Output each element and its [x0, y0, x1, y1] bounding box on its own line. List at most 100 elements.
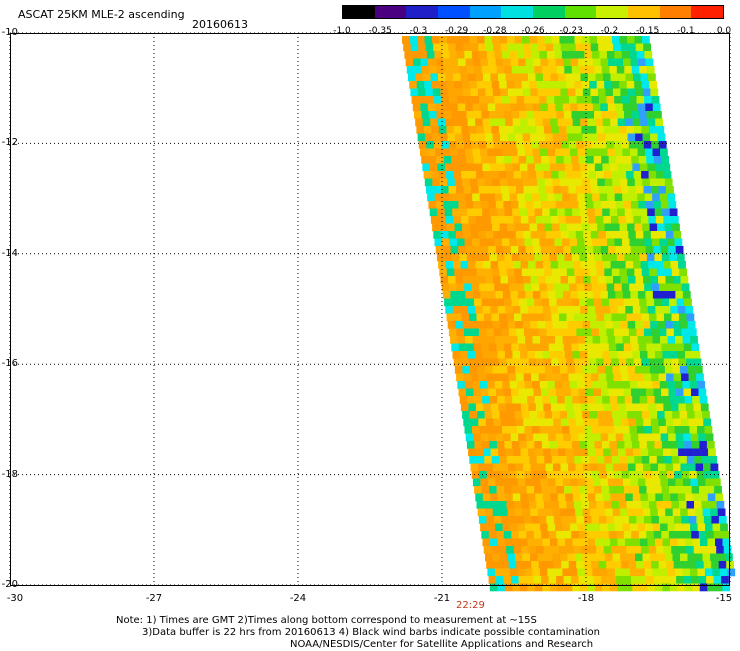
- swath-cell: [587, 493, 596, 502]
- swath-cell: [572, 583, 581, 592]
- swath-cell: [468, 448, 476, 457]
- swath-cell: [651, 561, 659, 569]
- swath-cell: [574, 313, 582, 322]
- swath-cell: [551, 501, 560, 509]
- swath-cell: [531, 471, 540, 479]
- swath-cell: [452, 306, 461, 314]
- swath-cell: [481, 253, 490, 262]
- swath-cell: [686, 501, 695, 509]
- swath-cell: [604, 456, 613, 464]
- swath-cell: [490, 73, 499, 82]
- swath-cell: [503, 246, 511, 254]
- swath-cell: [653, 531, 662, 539]
- swath-cell: [534, 486, 542, 494]
- swath-cell: [623, 58, 631, 67]
- swath-cell: [591, 186, 599, 194]
- swath-cell: [586, 156, 594, 164]
- swath-cell: [569, 426, 578, 434]
- swath-cell: [548, 531, 557, 539]
- swath-cell: [522, 321, 531, 329]
- colorbar-segment: [501, 6, 534, 18]
- swath-cell: [526, 66, 535, 74]
- swath-cell: [604, 178, 613, 187]
- swath-cell: [597, 411, 605, 419]
- swath-cell: [568, 373, 577, 382]
- swath-cell: [608, 58, 616, 67]
- swath-cell: [498, 448, 506, 457]
- swath-cell: [632, 493, 641, 502]
- swath-cell: [444, 298, 452, 307]
- swath-cell: [548, 388, 557, 397]
- swath-cell: [502, 148, 511, 157]
- swath-cell: [529, 223, 538, 232]
- swath-cell: [618, 261, 626, 269]
- swath-cell: [649, 81, 657, 89]
- swath-cell: [521, 171, 529, 179]
- swath-cell: [631, 298, 640, 307]
- swath-cell: [404, 51, 413, 59]
- swath-cell: [533, 201, 542, 209]
- swath-cell: [702, 411, 710, 419]
- swath-cell: [510, 291, 519, 299]
- swath-cell: [557, 351, 566, 359]
- swath-cell: [408, 73, 416, 82]
- swath-cell: [549, 208, 558, 217]
- swath-cell: [678, 546, 687, 554]
- swath-cell: [671, 268, 680, 277]
- swath-cell: [629, 96, 637, 104]
- swath-cell: [579, 253, 588, 262]
- swath-cell: [577, 336, 586, 344]
- swath-cell: [423, 171, 432, 179]
- swath-cell: [517, 523, 526, 532]
- swath-cell: [514, 456, 523, 464]
- swath-cell: [701, 546, 709, 554]
- swath-cell: [524, 51, 533, 59]
- swath-cell: [482, 538, 491, 547]
- swath-cell: [613, 516, 622, 524]
- swath-cell: [543, 358, 552, 367]
- swath-cell: [564, 208, 573, 217]
- swath-cell: [483, 261, 491, 269]
- swath-cell: [635, 88, 644, 97]
- swath-cell: [642, 88, 651, 97]
- swath-cell: [670, 261, 679, 269]
- swath-cell: [460, 306, 469, 314]
- swath-cell: [482, 493, 491, 502]
- swath-cell: [660, 478, 669, 487]
- swath-cell: [606, 51, 615, 59]
- swath-cell: [707, 538, 716, 547]
- swath-cell: [587, 163, 596, 172]
- swath-cell: [642, 178, 651, 187]
- swath-cell: [558, 73, 566, 82]
- swath-cell: [667, 478, 676, 487]
- swath-cell: [605, 276, 614, 284]
- swath-cell: [563, 343, 572, 352]
- swath-cell: [610, 493, 619, 502]
- swath-cell: [534, 583, 543, 592]
- swath-cell: [591, 141, 600, 149]
- swath-cell: [658, 561, 667, 569]
- swath-cell: [442, 193, 450, 202]
- swath-cell: [697, 523, 706, 532]
- swath-cell: [494, 238, 503, 247]
- swath-cell: [558, 448, 566, 457]
- swath-cell: [634, 268, 643, 277]
- swath-cell: [438, 126, 447, 134]
- swath-cell: [428, 156, 437, 164]
- swath-cell: [432, 223, 440, 232]
- swath-cell: [417, 88, 426, 97]
- swath-cell: [437, 208, 445, 217]
- swath-cell: [521, 81, 530, 89]
- swath-cell: [502, 238, 510, 247]
- swath-cell: [664, 411, 673, 419]
- swath-cell: [481, 531, 490, 539]
- swath-cell: [522, 411, 530, 419]
- swath-cell: [615, 336, 623, 344]
- swath-cell: [554, 193, 563, 202]
- swath-cell: [673, 561, 682, 569]
- swath-cell: [575, 508, 583, 517]
- swath-cell: [446, 171, 454, 179]
- swath-cell: [485, 231, 494, 239]
- swath-cell: [652, 568, 661, 577]
- swath-cell: [535, 306, 544, 314]
